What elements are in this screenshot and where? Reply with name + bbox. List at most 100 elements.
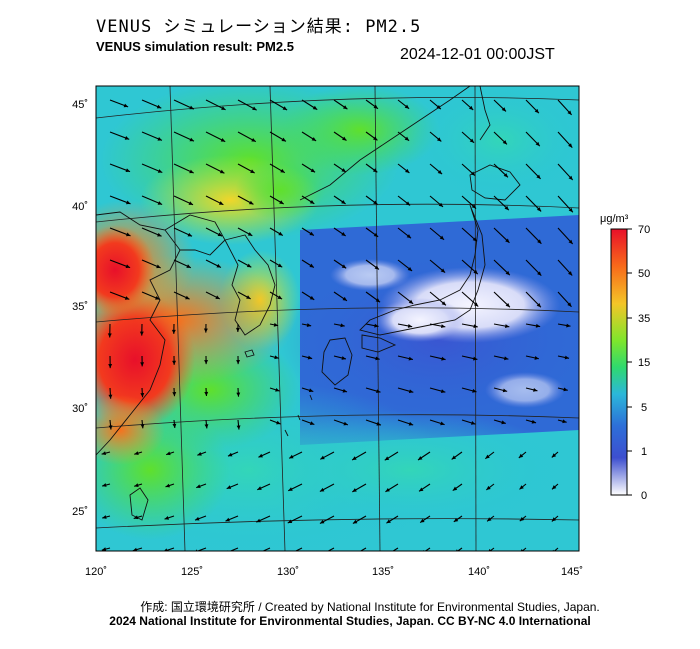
wind-arrow-head [518, 453, 524, 458]
wind-arrow-head [226, 485, 232, 489]
wind-arrow-head [217, 232, 223, 237]
wind-arrow-head [133, 515, 139, 520]
lon-tick-label: 145˚ [561, 566, 583, 578]
wind-arrow-head [375, 298, 381, 303]
wind-arrow-head [251, 137, 256, 142]
lat-tick-label: 45˚ [72, 99, 88, 111]
wind-arrow-head [373, 200, 378, 205]
wind-arrow-head [102, 483, 107, 487]
colorbar-label: 0 [641, 490, 647, 502]
wind-arrow-head [485, 454, 490, 459]
wind-arrow-head [567, 302, 572, 307]
wind-arrow-head [566, 323, 571, 328]
wind-arrow-head [194, 516, 200, 521]
wind-arrow-head [504, 324, 510, 328]
wind-arrow-head [274, 355, 279, 360]
wind-arrow-head [531, 419, 537, 424]
wind-arrow-head [373, 136, 378, 141]
wind-arrow-head [341, 356, 346, 360]
wind-arrow-head [567, 110, 572, 115]
wind-arrow-head [172, 423, 177, 428]
wind-arrow-head [502, 140, 507, 145]
wind-arrow-head [436, 137, 442, 142]
wind-arrow-head [537, 239, 542, 244]
wind-arrow-head [404, 104, 410, 109]
wind-arrow-head [385, 487, 390, 492]
wind-arrow-head [352, 488, 357, 492]
wind-arrow-head [134, 483, 139, 488]
wind-arrow-head [376, 421, 381, 426]
wind-arrow-head [155, 295, 160, 300]
wind-arrow-head [140, 424, 145, 429]
wind-arrow-head [250, 169, 255, 174]
wind-arrow-head [505, 270, 510, 276]
wind-arrow-head [341, 199, 346, 204]
wind-arrow-head [537, 271, 542, 276]
wind-arrow-head [386, 519, 391, 524]
wind-arrow-head [551, 517, 557, 522]
wind-arrow-head [273, 322, 279, 327]
wind-arrow-head [408, 299, 414, 304]
wind-arrow-head [438, 202, 444, 207]
wind-arrow-head [473, 269, 478, 275]
wind-arrow-head [341, 168, 346, 173]
wind-arrow-head [501, 107, 506, 112]
wind-arrow-head [503, 173, 508, 178]
wind-arrow-head [216, 263, 221, 268]
wind-arrow-head [470, 421, 476, 425]
wind-arrow-head [157, 201, 163, 205]
wind-arrow-head [568, 207, 573, 213]
wind-arrow-head [436, 104, 441, 110]
wind-arrow-head [101, 451, 107, 456]
wind-arrow-head [373, 232, 379, 237]
wind-arrow-head [108, 394, 113, 399]
wind-arrow-head [534, 355, 539, 360]
wind-arrow-head [472, 237, 477, 242]
wind-arrow-head [157, 169, 163, 173]
wind-arrow-head [440, 389, 446, 394]
wind-arrow-head [376, 389, 381, 393]
latitude-axis: 45˚ 40˚ 35˚ 30˚ 25˚ [72, 99, 88, 518]
wind-arrow-head [451, 455, 457, 460]
wind-arrow [294, 547, 303, 551]
wind-arrow-head [123, 103, 129, 108]
wind-arrow-head [405, 201, 411, 206]
lon-tick-label: 120˚ [85, 566, 107, 578]
colorbar-label: 50 [638, 268, 650, 280]
wind-arrow-head [275, 387, 280, 392]
wind-arrow-head [195, 549, 198, 551]
wind-arrow-head [473, 302, 479, 307]
wind-arrow-head [310, 168, 316, 173]
wind-arrow-head [536, 302, 541, 308]
wind-arrow-head [197, 451, 202, 456]
wind-arrow-head [471, 204, 477, 209]
wind-arrow-head [419, 487, 424, 492]
wind-arrow-head [405, 168, 410, 173]
lon-tick-label: 135˚ [372, 566, 394, 578]
wind-arrow-head [487, 517, 492, 522]
wind-arrow-head [309, 231, 314, 236]
wind-arrow-head [472, 356, 478, 361]
wind-arrow [392, 547, 399, 551]
wind-arrow-head [139, 331, 144, 336]
wind-arrow-head [307, 355, 313, 360]
wind-arrow-head [126, 200, 131, 205]
wind-arrow [489, 547, 495, 551]
lat-tick-label: 25˚ [72, 506, 88, 518]
wind-arrow-head [288, 487, 293, 491]
wind-arrow-head [157, 232, 162, 237]
wind-arrow-head [279, 200, 284, 205]
wind-arrow-head [126, 232, 131, 237]
wind-arrow-head [196, 484, 201, 489]
wind-arrow-head [408, 421, 414, 426]
wind-arrow-head [125, 168, 131, 173]
concentration-field [96, 86, 579, 551]
wind-arrow-head [256, 518, 261, 523]
wind-arrow [196, 547, 207, 551]
wind-arrow-head [246, 295, 251, 299]
wind-arrow-head [189, 169, 194, 174]
wind-arrow-head [171, 329, 176, 334]
wind-arrow-head [407, 266, 413, 271]
wind-arrow-head [342, 105, 348, 110]
wind-arrow-head [288, 551, 292, 555]
